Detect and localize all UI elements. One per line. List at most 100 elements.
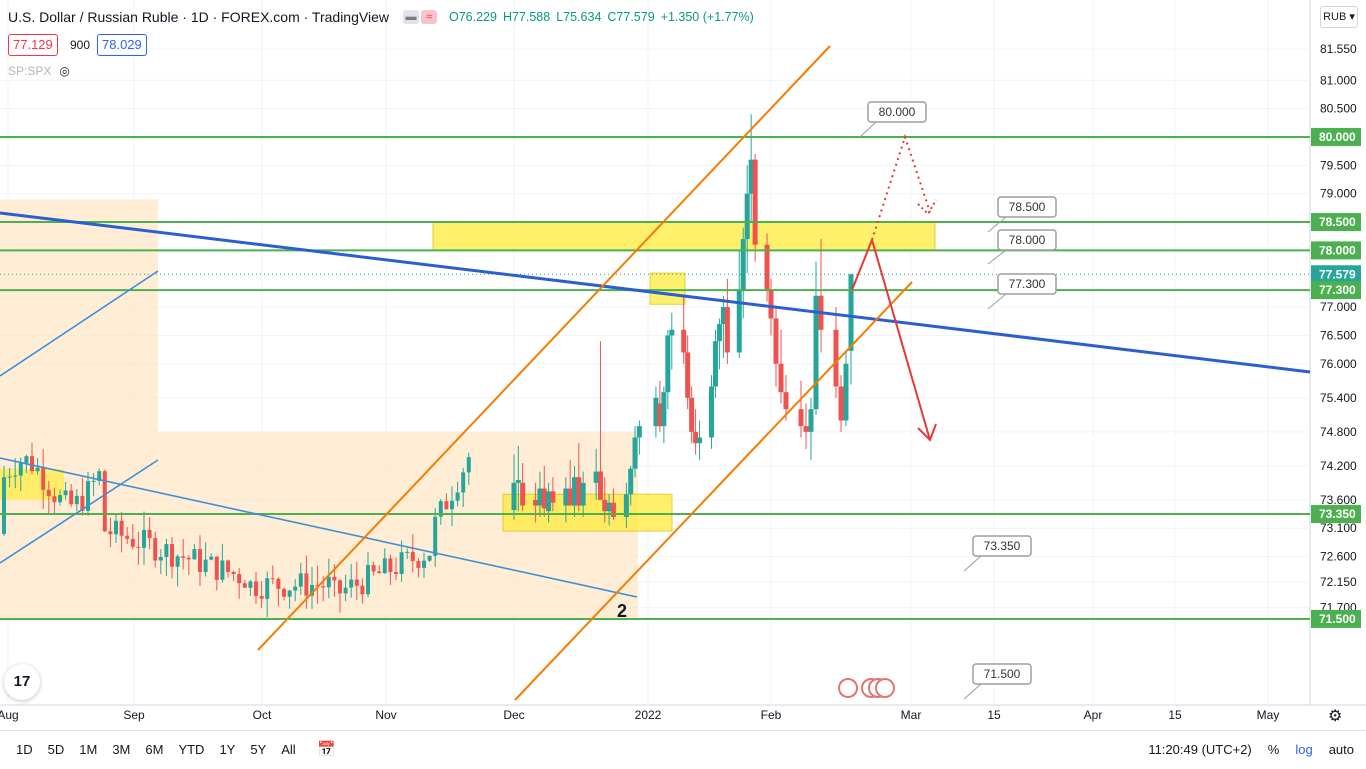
percent-toggle[interactable]: % xyxy=(1267,742,1280,757)
candle xyxy=(130,538,135,547)
candle xyxy=(125,535,130,539)
candle xyxy=(349,579,354,588)
candle xyxy=(563,488,569,506)
tradingview-logo[interactable]: 17 xyxy=(4,664,40,700)
candle xyxy=(716,324,722,342)
candle xyxy=(394,572,398,574)
range-6m[interactable]: 6M xyxy=(145,742,164,757)
arrowhead xyxy=(917,423,937,442)
range-5d[interactable]: 5D xyxy=(47,742,65,757)
range-5y[interactable]: 5Y xyxy=(250,742,267,757)
candle xyxy=(186,557,191,560)
candle xyxy=(450,500,454,510)
candle xyxy=(752,159,758,245)
buy-button[interactable]: 78.029 xyxy=(97,34,147,56)
candle xyxy=(768,290,774,319)
log-toggle[interactable]: log xyxy=(1295,742,1313,757)
candle xyxy=(58,495,62,503)
price-tick-label: 79.500 xyxy=(1320,158,1357,172)
candle xyxy=(338,580,342,594)
level-callout xyxy=(997,229,1057,251)
candle xyxy=(114,520,118,535)
candle xyxy=(147,529,152,539)
candle xyxy=(315,584,320,587)
trendline xyxy=(0,270,159,377)
candle xyxy=(597,471,603,500)
candle xyxy=(153,538,158,561)
range-1m[interactable]: 1M xyxy=(79,742,98,757)
ohlc-change: +1.350 (+1.77%) xyxy=(660,10,754,24)
sell-button[interactable]: 77.129 xyxy=(8,34,58,56)
candle xyxy=(606,502,612,512)
time-tick-label: 2022 xyxy=(635,708,662,722)
us-flag-icon xyxy=(838,678,858,698)
hide-icon[interactable]: ▬ xyxy=(402,10,419,24)
candle xyxy=(399,552,404,574)
level-callout-label: 77.300 xyxy=(1009,277,1046,291)
candle xyxy=(466,457,471,473)
candle xyxy=(515,480,521,483)
candle xyxy=(764,244,770,291)
time-tick-label: Dec xyxy=(503,708,524,722)
price-badge-label: 71.500 xyxy=(1319,612,1356,626)
candle xyxy=(580,482,586,506)
candle xyxy=(665,335,671,393)
ohlc-open: O76.229 xyxy=(448,10,497,24)
trendline xyxy=(0,459,159,564)
price-badge xyxy=(1311,128,1361,146)
callout-pointer xyxy=(987,293,1007,310)
range-3m[interactable]: 3M xyxy=(112,742,131,757)
candle xyxy=(321,586,326,588)
range-1d[interactable]: 1D xyxy=(16,742,33,757)
price-tick-label: 80.500 xyxy=(1320,102,1357,116)
candle xyxy=(226,560,230,572)
candle xyxy=(572,477,578,506)
price-badge xyxy=(1311,265,1361,284)
auto-toggle[interactable]: auto xyxy=(1328,742,1354,757)
candle xyxy=(282,588,286,597)
calendar-icon[interactable]: 📅 xyxy=(317,741,336,758)
symbol-title[interactable]: U.S. Dollar / Russian Ruble · 1D · FOREX… xyxy=(8,9,389,25)
range-1y[interactable]: 1Y xyxy=(219,742,236,757)
candle xyxy=(537,488,543,506)
candle xyxy=(102,471,107,532)
candle xyxy=(433,516,438,556)
time-tick-label: Oct xyxy=(253,708,272,722)
currency-selector[interactable]: RUB ▾ xyxy=(1320,6,1358,28)
gear-icon[interactable]: ⚙ xyxy=(1328,708,1343,725)
candle xyxy=(708,386,714,438)
candle xyxy=(242,583,247,588)
price-badge xyxy=(1311,241,1361,260)
candle xyxy=(685,352,691,398)
level-callout xyxy=(972,663,1032,685)
price-tick-label: 81.000 xyxy=(1320,73,1357,87)
price-chart[interactable]: 80.000 78.500 78.000 77.300 73.350 71.500 2 81… xyxy=(0,0,1366,730)
arrowhead xyxy=(917,199,937,216)
candle xyxy=(52,496,57,503)
candle xyxy=(332,576,337,581)
quantity-value[interactable]: 900 xyxy=(70,38,91,52)
header-toggles[interactable]: ▬ ≈ xyxy=(402,10,437,24)
time-tick-label: Aug xyxy=(0,708,19,722)
candle xyxy=(833,329,839,387)
candle xyxy=(170,544,174,567)
candle xyxy=(410,551,415,562)
clock-time[interactable]: 11:20:49 (UTC+2) xyxy=(1148,742,1252,757)
candle xyxy=(628,468,634,495)
candle xyxy=(276,578,281,589)
level-callout-label: 71.500 xyxy=(984,667,1021,681)
candle xyxy=(97,471,102,481)
price-tick-label: 76.000 xyxy=(1320,357,1357,371)
candle xyxy=(783,392,789,410)
range-ytd[interactable]: YTD xyxy=(178,742,205,757)
candle xyxy=(74,495,79,505)
level-callout-label: 73.350 xyxy=(984,539,1021,553)
wave-icon[interactable]: ≈ xyxy=(420,10,437,24)
support-zone xyxy=(502,493,673,532)
eye-hidden-icon[interactable]: ◎ xyxy=(59,64,70,78)
range-all[interactable]: All xyxy=(281,742,296,757)
time-tick-label: Mar xyxy=(901,708,922,722)
candle xyxy=(360,585,365,595)
compare-symbol[interactable]: SP:SPX xyxy=(8,64,52,78)
candle xyxy=(720,307,726,325)
